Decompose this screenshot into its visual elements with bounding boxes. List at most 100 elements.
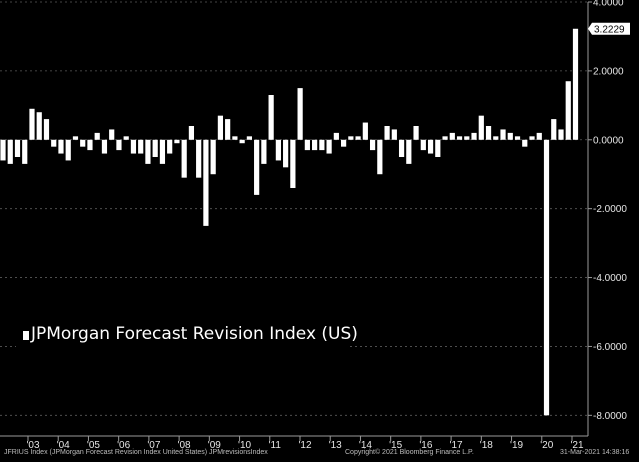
bar-9 — [65, 139, 71, 161]
footer-timestamp: 31-Mar-2021 14:38:16 — [560, 449, 630, 456]
bar-4 — [29, 108, 35, 140]
bar-36 — [261, 139, 267, 164]
bar-1 — [7, 139, 13, 164]
x-tick-label-12: '15 — [389, 440, 402, 451]
y-axis-ticks: 4.0000 2.0000 0.0000 -2.0000 -4.0000 -6.0000 -… — [588, 0, 627, 422]
bar-77 — [558, 129, 564, 140]
bar-5 — [36, 112, 42, 140]
bar-6 — [43, 119, 50, 140]
grid-lines — [0, 1, 588, 416]
bar-25 — [181, 139, 187, 178]
bar-16 — [116, 139, 122, 151]
y-tick-label-5: -6.0000 — [593, 342, 627, 353]
bar-28 — [203, 139, 209, 226]
bar-35 — [254, 139, 260, 195]
x-tick-label-0: '03 — [26, 440, 39, 451]
bar-41 — [297, 88, 303, 140]
bar-63 — [456, 136, 463, 140]
bar-32 — [232, 136, 238, 140]
bar-7 — [51, 139, 57, 147]
x-axis-ticks: '03 '04 '05 '06 '07 '08 '09 '10 '11 '12 '13 '14 '15 '… — [26, 436, 584, 451]
bar-45 — [326, 139, 332, 154]
bar-47 — [341, 139, 347, 147]
bar-27 — [196, 139, 202, 178]
bar-40 — [290, 139, 296, 188]
bar-30 — [217, 115, 224, 140]
bar-48 — [348, 136, 354, 140]
bar-57 — [413, 126, 419, 140]
bar-22 — [159, 139, 166, 164]
x-tick-label-5: '08 — [178, 440, 191, 451]
bar-44 — [319, 139, 325, 151]
bar-24 — [174, 139, 180, 144]
bar-8 — [58, 139, 64, 154]
footer-source: JFRIUS Index (JPMorgan Forecast Revision… — [4, 449, 268, 456]
bar-79 — [572, 28, 579, 140]
bar-10 — [72, 136, 79, 140]
x-tick-label-10: '13 — [329, 440, 342, 451]
legend-label: JPMorgan Forecast Revision Index (US) — [31, 324, 358, 344]
bar-38 — [275, 139, 281, 161]
legend: JPMorgan Forecast Revision Index (US) — [16, 318, 358, 352]
x-tick-label-14: '17 — [450, 440, 463, 451]
bar-46 — [333, 132, 339, 140]
bar-65 — [471, 132, 477, 140]
bar-53 — [384, 126, 390, 140]
bar-52 — [377, 139, 383, 175]
bar-49 — [355, 136, 361, 140]
bar-15 — [109, 129, 115, 140]
bar-17 — [123, 136, 129, 140]
bar-61 — [442, 136, 448, 140]
bar-23 — [167, 139, 173, 154]
bar-19 — [138, 139, 144, 154]
bar-11 — [80, 139, 86, 147]
bar-70 — [507, 132, 513, 140]
y-tick-label-6: -8.0000 — [593, 411, 627, 422]
x-tick-label-6: '09 — [208, 440, 221, 451]
bar-76 — [551, 119, 557, 140]
bar-26 — [188, 126, 195, 140]
y-tick-label-1: 2.0000 — [593, 66, 624, 77]
bar-75 — [543, 139, 550, 416]
x-tick-label-17: '20 — [540, 440, 553, 451]
x-tick-label-3: '06 — [117, 440, 130, 451]
bar-21 — [152, 139, 158, 157]
x-tick-label-9: '12 — [298, 440, 311, 451]
x-tick-label-8: '11 — [269, 440, 282, 451]
x-tick-label-18: '21 — [570, 440, 583, 451]
bar-62 — [449, 132, 455, 140]
bar-64 — [464, 136, 470, 140]
bar-59 — [427, 139, 434, 154]
bar-73 — [529, 136, 535, 140]
bar-18 — [130, 139, 137, 154]
bar-3 — [22, 139, 28, 164]
x-tick-label-4: '07 — [147, 440, 160, 451]
bar-51 — [369, 139, 376, 151]
bar-78 — [565, 81, 571, 140]
bar-37 — [268, 95, 274, 140]
bar-14 — [101, 139, 108, 154]
bar-50 — [362, 122, 368, 140]
bar-42 — [304, 139, 310, 151]
bar-33 — [239, 139, 245, 144]
footer-copyright: Copyright© 2021 Bloomberg Finance L.P. — [345, 449, 474, 456]
bar-2 — [14, 139, 21, 157]
bar-66 — [478, 115, 484, 140]
bar-58 — [420, 139, 426, 151]
bar-13 — [94, 132, 100, 140]
bar-55 — [398, 139, 405, 157]
last-value-label: 3.2229 — [594, 24, 625, 35]
bar-20 — [145, 139, 151, 164]
bar-0 — [0, 139, 6, 161]
x-tick-label-15: '18 — [480, 440, 493, 451]
x-tick-label-13: '16 — [419, 440, 432, 451]
bar-31 — [225, 119, 231, 140]
y-tick-label-3: -2.0000 — [593, 204, 627, 215]
last-value-box — [588, 22, 630, 35]
bar-34 — [246, 136, 252, 140]
bar-series — [0, 28, 579, 416]
legend-swatch — [23, 331, 29, 340]
y-tick-label-0: 4.0000 — [593, 0, 624, 9]
bar-74 — [536, 132, 542, 140]
